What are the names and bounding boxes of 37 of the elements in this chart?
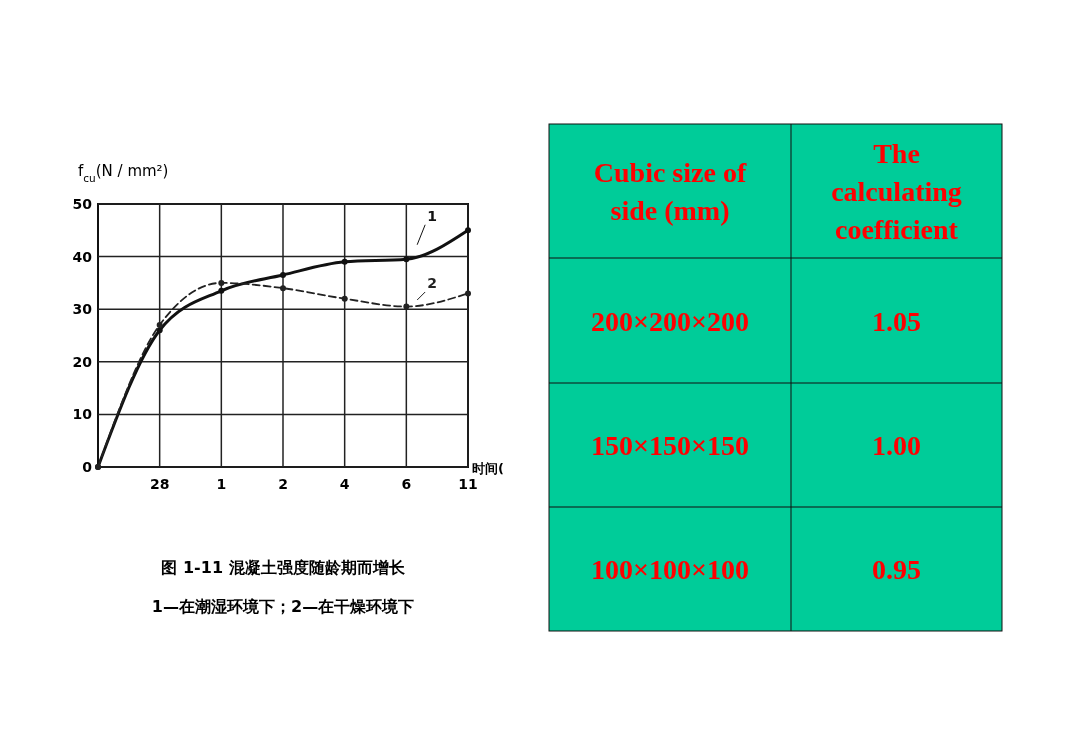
y-tick-label: 50: [72, 195, 93, 212]
text: The calculating coefficient: [831, 138, 962, 245]
y-tick-label: 0: [82, 458, 93, 475]
x-tick-label: 11: [458, 476, 478, 492]
y-tick-label: 10: [72, 406, 93, 423]
y-tick-label: 40: [72, 248, 93, 265]
point: [403, 256, 410, 263]
y-tick-label: 30: [72, 301, 93, 318]
point: [403, 303, 410, 310]
y-axis-title: f$_{cu}$(N / mm²): [78, 162, 169, 184]
text: 1.00: [872, 430, 921, 461]
point: [280, 285, 286, 292]
text: 1—在潮湿环境下；2—在干燥环境下: [151, 597, 415, 616]
text: 图 1-11 混凝土强度随龄期而增长: [161, 558, 406, 577]
series-label: 1: [427, 207, 437, 224]
x-tick-label: 1: [216, 476, 227, 492]
y-tick-label: 20: [72, 353, 93, 370]
point: [341, 258, 348, 265]
text: 150×150×150: [591, 430, 749, 461]
point: [341, 295, 348, 302]
series-label: 2: [427, 274, 437, 291]
point: [280, 272, 286, 279]
point: [218, 287, 225, 294]
x-tick-label: 4: [339, 476, 350, 492]
text: 0.95: [872, 554, 921, 585]
text: Cubic size of side (mm): [593, 157, 747, 226]
text: 1.05: [872, 305, 921, 337]
point: [156, 321, 163, 328]
x-tick-label: 2: [278, 476, 288, 492]
x-tick-label: 6: [401, 476, 412, 492]
text: 200×200×200: [591, 305, 749, 337]
text: 100×100×100: [591, 554, 749, 585]
x-tick-label: 28: [149, 476, 170, 492]
x-axis-title: 时间(: [472, 461, 504, 476]
point: [465, 227, 471, 234]
point: [465, 290, 471, 297]
point: [218, 279, 225, 286]
